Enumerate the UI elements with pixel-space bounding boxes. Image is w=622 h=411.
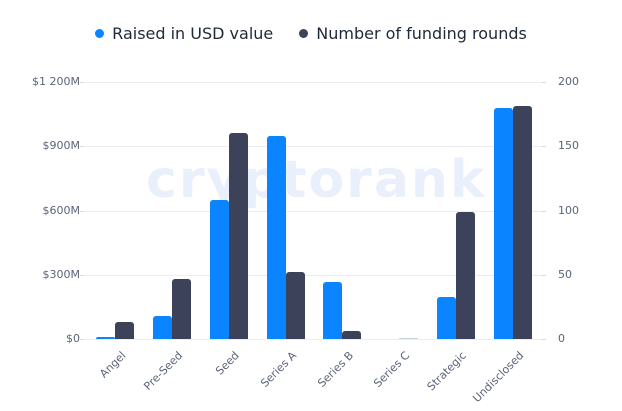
bar-rounds[interactable] [512, 106, 532, 339]
legend-item-rounds[interactable]: Number of funding rounds [299, 24, 527, 43]
bar-rounds[interactable] [228, 133, 248, 339]
gridline [86, 210, 540, 212]
y-axis-left-tick: $1 200M [32, 75, 80, 88]
bar-rounds[interactable] [115, 322, 135, 339]
bar-raised[interactable] [209, 199, 229, 339]
gridline [86, 339, 540, 340]
tick-mark [541, 82, 546, 83]
bar-raised[interactable] [436, 297, 456, 339]
tick-mark [80, 210, 85, 212]
gridline [86, 274, 540, 276]
legend-dot-icon [95, 29, 105, 38]
bar-raised[interactable] [153, 316, 173, 339]
x-axis-label: Pre-Seed [141, 349, 186, 393]
y-axis-right-tick: 100 [558, 203, 579, 217]
y-axis-right-tick: 150 [558, 139, 579, 153]
legend-dot-icon [299, 29, 309, 38]
x-axis-label: Strategic [424, 349, 470, 394]
bar-raised[interactable] [96, 337, 116, 339]
y-axis-left-tick: $0 [66, 332, 80, 345]
watermark-logo: cryptorank [146, 150, 487, 210]
bar-rounds[interactable] [285, 272, 305, 339]
tick-mark [80, 82, 85, 83]
x-axis-label: Series A [257, 349, 299, 390]
bar-raised[interactable] [493, 108, 513, 339]
bar-raised[interactable] [323, 282, 343, 339]
legend-item-raised[interactable]: Raised in USD value [95, 24, 273, 43]
bar-rounds[interactable] [342, 331, 362, 339]
gridline [86, 146, 540, 148]
tick-mark [541, 146, 546, 148]
tick-mark [80, 274, 85, 276]
tick-mark [541, 339, 546, 340]
y-axis-left-tick: $300M [42, 267, 81, 281]
tick-mark [541, 210, 546, 212]
bar-rounds[interactable] [399, 337, 419, 339]
x-axis-label: Seed [213, 349, 243, 378]
x-axis-label: Angel [97, 349, 129, 381]
bar-raised[interactable] [266, 135, 286, 339]
x-axis-label: Series C [371, 349, 413, 391]
chart-legend: Raised in USD value Number of funding ro… [0, 24, 622, 43]
y-axis-right-tick: 200 [558, 75, 579, 88]
legend-label: Number of funding rounds [316, 24, 527, 43]
bar-rounds[interactable] [455, 211, 475, 339]
tick-mark [80, 146, 85, 148]
tick-mark [80, 339, 85, 340]
gridline [86, 82, 540, 83]
y-axis-right-tick: 0 [558, 332, 565, 345]
x-axis-label: Series B [314, 349, 356, 390]
y-axis-right-tick: 50 [558, 267, 572, 281]
x-axis-label: Undisclosed [469, 349, 526, 405]
tick-mark [541, 274, 546, 276]
y-axis-left-tick: $600M [42, 203, 81, 217]
legend-label: Raised in USD value [112, 24, 274, 43]
y-axis-left-tick: $900M [42, 139, 81, 153]
bar-rounds[interactable] [172, 278, 192, 339]
